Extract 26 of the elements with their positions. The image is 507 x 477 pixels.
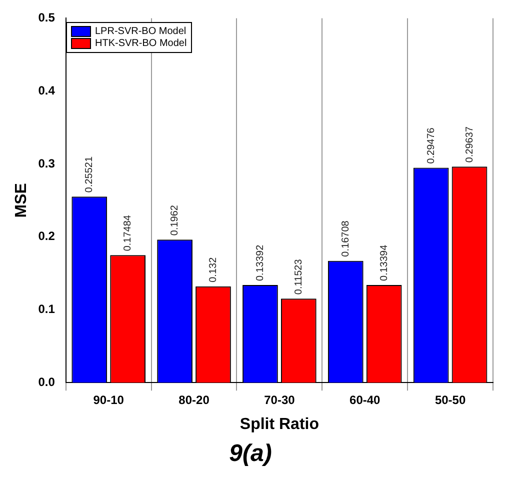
data-label: 0.17484 <box>122 214 134 252</box>
y-tick-label: 0.0 <box>38 374 56 389</box>
data-label: 0.29476 <box>426 127 437 164</box>
x-tick-label: 50-50 <box>434 393 466 408</box>
data-label: 0.29637 <box>464 126 476 163</box>
legend-label: HTK-SVR-BO Model <box>95 38 187 49</box>
data-label: 0.1962 <box>170 204 181 236</box>
x-tick-label: 90-10 <box>93 393 124 408</box>
data-label: 0.25521 <box>84 156 96 193</box>
data-label: 0.132 <box>208 256 219 282</box>
x-tick-label: 80-20 <box>178 393 210 408</box>
x-tick-label: 60-40 <box>350 393 381 408</box>
y-tick-label: 0.5 <box>38 10 56 25</box>
y-axis-title: MSE <box>13 182 30 218</box>
legend-label: LPR-SVR-BO Model <box>95 26 186 37</box>
y-tick-label: 0.1 <box>38 302 56 316</box>
y-tick-label: 0.4 <box>38 83 56 98</box>
data-label: 0.13394 <box>378 244 390 281</box>
x-axis-title: Split Ratio <box>240 416 320 434</box>
y-tick-label: 0.2 <box>38 229 56 244</box>
data-label: 0.11523 <box>293 258 304 295</box>
x-tick-label: 70-30 <box>264 393 296 408</box>
text: 9(a) <box>229 440 272 468</box>
y-tick-label: 0.3 <box>38 156 56 170</box>
data-label: 0.13392 <box>254 244 266 281</box>
data-label: 0.16708 <box>340 220 352 257</box>
